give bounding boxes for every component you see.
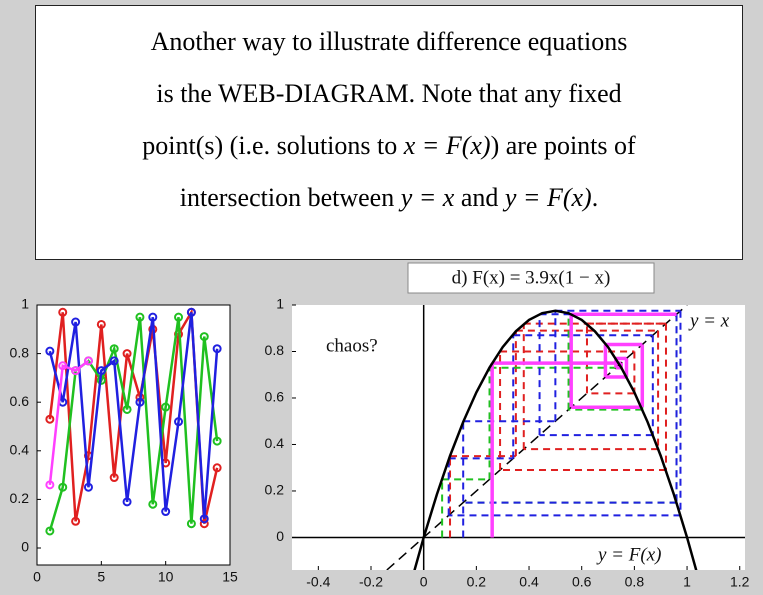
text-line: Another way to illustrate difference equ… xyxy=(36,16,742,68)
y-tick-label: 0.6 xyxy=(265,389,285,405)
point xyxy=(122,349,132,359)
y-tick-label: 0.8 xyxy=(10,344,30,360)
text-line: is the WEB-DIAGRAM. Note that any fixed xyxy=(36,68,742,120)
point xyxy=(45,480,55,490)
point xyxy=(186,307,196,317)
point xyxy=(148,499,158,509)
x-tick-label: 0.4 xyxy=(519,574,539,590)
y-tick-label: 0.6 xyxy=(10,393,30,409)
y-tick-label: 0.4 xyxy=(265,435,285,451)
point xyxy=(109,356,119,366)
point xyxy=(58,307,68,317)
point xyxy=(83,482,93,492)
text: intersection between xyxy=(179,183,401,212)
point xyxy=(83,356,93,366)
x-tick-label: 15 xyxy=(222,569,238,585)
text: is the WEB-DIAGRAM. Note that any fixed xyxy=(156,79,622,108)
plot-area xyxy=(292,305,745,570)
math: y = F(x) xyxy=(504,183,592,212)
x-tick-label: 1 xyxy=(683,574,691,590)
point xyxy=(109,344,119,354)
text: point(s) (i.e. solutions to xyxy=(142,131,404,160)
point xyxy=(45,526,55,536)
point xyxy=(135,397,145,407)
x-tick-label: 0.6 xyxy=(572,574,592,590)
x-tick-label: 0 xyxy=(33,569,41,585)
y-tick-label: 0.2 xyxy=(10,490,30,506)
point xyxy=(161,402,171,412)
point xyxy=(199,519,209,529)
chart-title: d) F(x) = 3.9x(1 − x) xyxy=(452,267,611,288)
point xyxy=(212,463,222,473)
y-tick-label: 0 xyxy=(21,539,29,555)
x-tick-label: 1.2 xyxy=(730,574,750,590)
point xyxy=(71,317,81,327)
y-tick-label: 1 xyxy=(276,296,284,312)
y-tick-label: 0.4 xyxy=(10,441,30,457)
annotation: y = x xyxy=(688,310,730,331)
text: Another way to illustrate difference equ… xyxy=(150,27,628,56)
text: ) are points of xyxy=(490,131,636,160)
point xyxy=(212,344,222,354)
x-tick-label: 5 xyxy=(97,569,105,585)
math: y = x xyxy=(400,183,455,212)
point xyxy=(174,312,184,322)
point xyxy=(199,514,209,524)
point xyxy=(148,312,158,322)
text-line: intersection between y = x and y = F(x). xyxy=(36,172,742,224)
text: . xyxy=(591,183,599,212)
annotation: chaos? xyxy=(326,335,378,356)
identity-line xyxy=(386,305,688,570)
y-tick-label: 1 xyxy=(21,296,29,312)
point xyxy=(122,497,132,507)
point xyxy=(135,312,145,322)
point xyxy=(58,482,68,492)
y-tick-label: 0.2 xyxy=(265,482,285,498)
x-tick-label: -0.4 xyxy=(306,574,330,590)
x-tick-label: 0.8 xyxy=(625,574,645,590)
y-tick-label: 0.8 xyxy=(265,342,285,358)
point xyxy=(174,417,184,427)
x-tick-label: 10 xyxy=(158,569,174,585)
point xyxy=(199,332,209,342)
x-tick-label: -0.2 xyxy=(359,574,383,590)
text: and xyxy=(454,183,505,212)
y-tick-label: 0 xyxy=(276,528,284,544)
point xyxy=(122,404,132,414)
point xyxy=(45,346,55,356)
math: x = F(x) xyxy=(403,131,491,160)
text-line: point(s) (i.e. solutions to x = F(x)) ar… xyxy=(36,120,742,172)
point xyxy=(71,366,81,376)
title-box xyxy=(407,262,655,294)
text-box: Another way to illustrate difference equ… xyxy=(35,5,743,260)
x-tick-label: 0.2 xyxy=(467,574,487,590)
point xyxy=(212,436,222,446)
point xyxy=(96,319,106,329)
point xyxy=(45,414,55,424)
x-tick-label: 0 xyxy=(420,574,428,590)
series-line xyxy=(48,312,219,519)
curve xyxy=(413,309,698,570)
series-line xyxy=(48,359,90,485)
point xyxy=(186,519,196,529)
annotation: y = F(x) xyxy=(596,544,661,565)
point xyxy=(58,361,68,371)
point xyxy=(109,473,119,483)
point xyxy=(161,507,171,517)
point xyxy=(96,366,106,376)
point xyxy=(71,516,81,526)
